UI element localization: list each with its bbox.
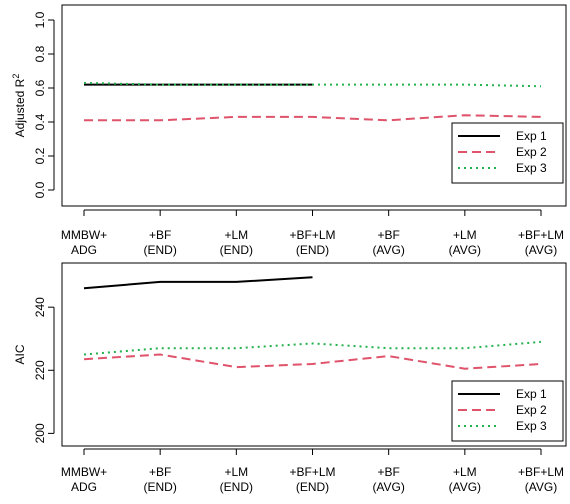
- y-tick-label: 220: [33, 360, 47, 380]
- y-tick-label: 0.4: [33, 113, 47, 130]
- x-tick-label-line2: ADG: [71, 480, 97, 494]
- y-tick-label: 240: [33, 297, 47, 317]
- x-tick-label-line1: +LM: [453, 465, 477, 479]
- y-tick-label: 0.6: [33, 79, 47, 96]
- y-tick-label: 1.0: [33, 11, 47, 28]
- panel-adjusted-r2: 0.0 0.2 0.4 0.6 0.8 1.0 Adjusted R2 MMBW+ADG +BF…: [11, 5, 566, 257]
- x-tick-label-line2: (AVG): [449, 243, 481, 257]
- legend-label: Exp 2: [516, 145, 547, 159]
- y-axis-label: AIC: [13, 344, 27, 364]
- legend-label: Exp 1: [516, 387, 547, 401]
- legend-label: Exp 1: [516, 129, 547, 143]
- legend-label: Exp 3: [516, 161, 547, 175]
- x-tick-label-line1: +LM: [224, 465, 248, 479]
- x-tick-label-line1: +BF: [377, 228, 399, 242]
- x-tick-label-line1: MMBW+: [61, 465, 107, 479]
- series-line-exp-1: [84, 277, 313, 288]
- x-tick-label-line2: (AVG): [372, 480, 404, 494]
- x-tick-label-line1: +LM: [453, 228, 477, 242]
- y-tick-label: 0.8: [33, 45, 47, 62]
- series-line-exp-2: [84, 355, 541, 369]
- x-tick-label-line2: (END): [144, 243, 177, 257]
- x-tick-label-line1: +BF+LM: [518, 228, 564, 242]
- legend: Exp 1 Exp 2 Exp 3: [452, 123, 563, 183]
- panel-aic: 200220240AICMMBW+ADG+BF(END)+LM(END)+BF+…: [13, 263, 566, 494]
- series-line-exp-2: [84, 115, 541, 120]
- legend-label: Exp 3: [516, 419, 547, 433]
- x-tick-label-line2: (END): [220, 243, 253, 257]
- x-tick-label-line2: (AVG): [525, 243, 557, 257]
- y-axis-label: Adjusted R2: [11, 74, 27, 138]
- x-tick-label-line1: +BF+LM: [289, 228, 335, 242]
- x-tick-label-line2: (AVG): [372, 243, 404, 257]
- series-line-exp-3: [84, 342, 541, 355]
- x-tick-label-line2: ADG: [71, 243, 97, 257]
- legend-label: Exp 2: [516, 403, 547, 417]
- y-tick-label: 0.2: [33, 147, 47, 164]
- y-tick-label: 0.0: [33, 181, 47, 198]
- x-tick-label-line2: (END): [296, 480, 329, 494]
- x-tick-label-line1: +LM: [224, 228, 248, 242]
- x-tick-label-line1: +BF: [377, 465, 399, 479]
- x-tick-label-line2: (AVG): [525, 480, 557, 494]
- y-axis-label-superscript: 2: [11, 74, 21, 79]
- x-tick-label-line1: +BF: [149, 465, 171, 479]
- x-tick-label-line2: (AVG): [449, 480, 481, 494]
- x-tick-label-line1: +BF: [149, 228, 171, 242]
- y-tick-label: 200: [33, 423, 47, 443]
- x-tick-label-line2: (END): [220, 480, 253, 494]
- x-tick-label-line1: +BF+LM: [289, 465, 335, 479]
- x-tick-label-line1: MMBW+: [61, 228, 107, 242]
- x-tick-label-line1: +BF+LM: [518, 465, 564, 479]
- x-tick-label-line2: (END): [144, 480, 177, 494]
- legend: Exp 1 Exp 2 Exp 3: [452, 381, 563, 441]
- x-tick-label-line2: (END): [296, 243, 329, 257]
